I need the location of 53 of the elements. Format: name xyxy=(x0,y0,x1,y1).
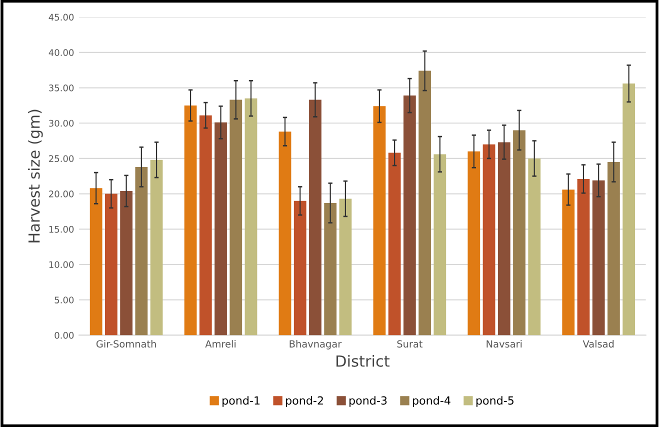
legend-label: pond-5 xyxy=(476,396,514,407)
bar xyxy=(214,122,227,336)
x-tick-label: Gir-Somnath xyxy=(96,340,156,348)
bar xyxy=(120,190,133,336)
bar xyxy=(230,100,242,336)
bar xyxy=(468,151,480,336)
bar xyxy=(482,144,496,336)
y-tick-label: 15.00 xyxy=(49,226,74,233)
bar xyxy=(339,198,352,336)
bar xyxy=(622,84,636,336)
y-axis-title: Harvest size (gm) xyxy=(28,110,43,242)
legend-label: pond-3 xyxy=(350,396,387,407)
bar xyxy=(184,105,197,336)
bar xyxy=(199,115,212,336)
y-tick-label: 0.00 xyxy=(54,332,74,339)
bar xyxy=(244,98,258,336)
bar xyxy=(90,188,102,336)
bar xyxy=(294,200,306,336)
bar xyxy=(324,203,337,336)
bar xyxy=(577,178,590,336)
y-tick-label: 10.00 xyxy=(49,261,74,268)
x-tick-label: Bhavnagar xyxy=(290,340,342,350)
x-tick-label: Surat xyxy=(397,340,422,348)
x-tick-label: Valsad xyxy=(582,340,614,348)
bar xyxy=(562,190,575,336)
bar xyxy=(278,132,292,336)
y-tick-label: 35.00 xyxy=(49,84,74,92)
x-tick-label: Amreli xyxy=(205,340,236,348)
bar xyxy=(403,96,416,336)
x-tick-label: Navsari xyxy=(486,340,522,348)
y-tick-label: 25.00 xyxy=(49,155,74,162)
bar xyxy=(592,180,605,336)
y-tick-label: 40.00 xyxy=(48,49,74,56)
y-tick-label: 20.00 xyxy=(49,190,74,198)
bar xyxy=(373,106,386,336)
bar xyxy=(388,152,401,336)
bar xyxy=(309,100,322,336)
bar xyxy=(105,194,118,336)
legend-label: pond-4 xyxy=(412,396,450,407)
x-axis-title: District xyxy=(336,355,390,367)
legend-label: pond-2 xyxy=(286,396,323,407)
y-tick-label: 5.00 xyxy=(54,296,74,304)
bar xyxy=(150,160,163,336)
bar xyxy=(513,130,526,336)
bar xyxy=(418,70,431,336)
y-tick-label: 30.00 xyxy=(49,120,74,127)
y-tick-label: 45.00 xyxy=(48,14,74,21)
legend-label: pond-1 xyxy=(222,396,260,407)
bar xyxy=(135,166,148,336)
bar xyxy=(434,154,446,336)
bar xyxy=(498,142,510,336)
bar xyxy=(528,158,541,336)
bar xyxy=(608,162,620,336)
